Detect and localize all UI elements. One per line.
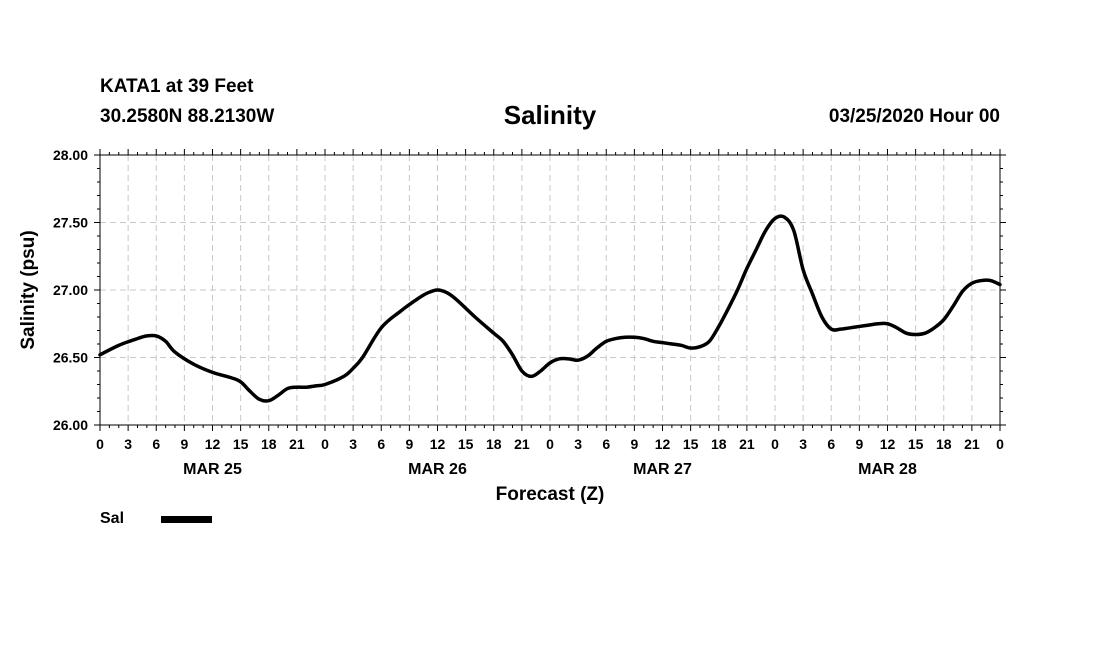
x-tick-label: 21 [739,436,755,452]
x-tick-label: 15 [233,436,249,452]
y-axis-tick-labels: 26.00 26.50 27.00 27.50 28.00 [53,147,88,433]
x-tick-label: 6 [827,436,835,452]
axis-ticks [94,149,1006,431]
chart-title: Salinity [503,100,597,130]
grid-lines [100,155,1000,425]
station-coordinates: 30.2580N 88.2130W [100,106,275,127]
x-tick-label: 18 [261,436,277,452]
x-tick-label: 12 [205,436,221,452]
legend-swatch [161,516,212,523]
x-tick-label: 9 [630,436,638,452]
series-layer [98,214,1002,403]
x-tick-label: 15 [458,436,474,452]
station-name: KATA1 at 39 Feet [100,76,254,97]
x-tick-label: 9 [180,436,188,452]
x-tick-label: 9 [405,436,413,452]
x-axis-label: Forecast (Z) [496,484,605,505]
x-axis-day-labels: MAR 25 MAR 26 MAR 27 MAR 28 [183,461,917,478]
x-tick-label: 0 [96,436,104,452]
y-tick-label: 27.00 [53,282,88,298]
x-tick-label: 18 [711,436,727,452]
x-tick-label: 9 [855,436,863,452]
x-tick-label: 18 [936,436,952,452]
x-tick-label: 0 [321,436,329,452]
x-tick-label: 12 [430,436,446,452]
x-tick-label: 15 [683,436,699,452]
x-tick-label: 21 [289,436,305,452]
x-tick-label: 21 [514,436,530,452]
x-tick-label: 12 [655,436,671,452]
day-label: MAR 28 [858,461,917,478]
x-tick-label: 3 [124,436,132,452]
y-axis-label: Salinity (psu) [18,230,39,349]
x-tick-label: 3 [349,436,357,452]
y-tick-label: 26.50 [53,350,88,366]
x-tick-label: 6 [377,436,385,452]
x-tick-label: 0 [996,436,1004,452]
day-label: MAR 27 [633,461,692,478]
legend-label: Sal [100,510,125,527]
x-axis-tick-labels: 0 3 6 9 12 15 18 21 0 3 6 9 12 15 18 21 0 3 6 9 12 15 18 21 0 3 6 9… [96,436,1004,452]
x-tick-label: 3 [799,436,807,452]
y-tick-label: 27.50 [53,215,88,231]
x-tick-label: 21 [964,436,980,452]
y-tick-label: 28.00 [53,147,88,163]
x-tick-label: 0 [771,436,779,452]
x-tick-label: 6 [602,436,610,452]
forecast-run-time: 03/25/2020 Hour 00 [828,106,1000,127]
x-tick-label: 18 [486,436,502,452]
x-tick-label: 12 [880,436,896,452]
day-label: MAR 25 [183,461,242,478]
y-tick-label: 26.00 [53,417,88,433]
x-tick-label: 3 [574,436,582,452]
day-label: MAR 26 [408,461,467,478]
x-tick-label: 15 [908,436,924,452]
x-tick-label: 0 [546,436,554,452]
x-tick-label: 6 [152,436,160,452]
series-line-sal [98,214,1002,403]
